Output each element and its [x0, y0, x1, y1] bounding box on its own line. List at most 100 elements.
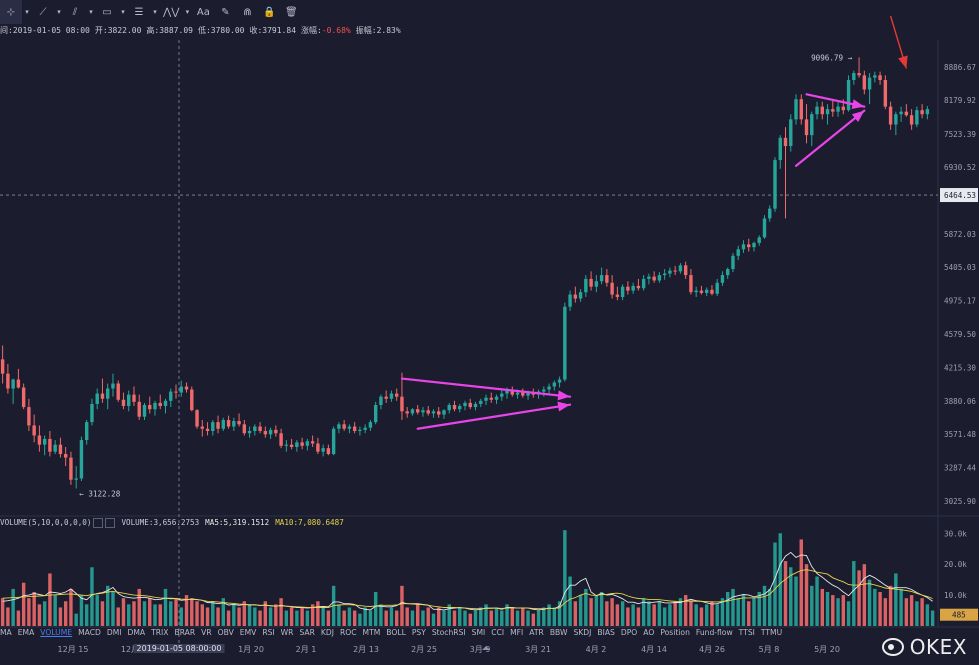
candle — [253, 424, 257, 436]
indicator-tab-emv[interactable]: EMV — [239, 628, 257, 637]
candle-body — [552, 382, 557, 387]
candle-body — [867, 77, 872, 90]
candle-body — [48, 438, 52, 452]
candle — [169, 388, 173, 408]
channel-tool-icon[interactable]: ⫽ — [72, 6, 78, 18]
line-tool-icon[interactable]: ⟋ — [39, 6, 47, 18]
indicator-tab-vr[interactable]: VR — [201, 628, 212, 637]
volume-bar — [899, 588, 903, 626]
indicator-tab-macd[interactable]: MACD — [78, 628, 101, 637]
indicator-tab-atr[interactable]: ATR — [529, 628, 544, 637]
price-tick-label: 3571.48 — [944, 430, 976, 439]
indicator-tab-wr[interactable]: WR — [280, 628, 294, 637]
brush-tool-icon[interactable]: ✎ — [221, 6, 230, 18]
x-tick-label: 4月 26 — [699, 645, 725, 654]
candle-body — [53, 444, 57, 452]
volume-bar — [731, 588, 735, 626]
volume-bar — [447, 604, 451, 626]
indicator-tab-ao[interactable]: AO — [643, 628, 655, 637]
indicator-tab-ttsi[interactable]: TTSI — [738, 628, 755, 637]
indicator-tab-stochrsi[interactable]: StochRSI — [431, 628, 466, 637]
candle — [426, 406, 430, 416]
candle — [437, 407, 441, 418]
indicator-tab-mtm[interactable]: MTM — [362, 628, 381, 637]
indicator-tab-brar[interactable]: BRAR — [174, 628, 196, 637]
indicator-tab-dpo[interactable]: DPO — [620, 628, 638, 637]
ohlc-change-value: -0.68% — [321, 26, 351, 35]
indicator-tab-ma[interactable]: MA — [0, 628, 12, 637]
indicator-tab-bbw[interactable]: BBW — [549, 628, 568, 637]
indicator-tab-sar[interactable]: SAR — [299, 628, 315, 637]
volume-bar — [904, 598, 909, 626]
candle — [221, 417, 226, 431]
indicator-tab-skdj[interactable]: SKDJ — [573, 628, 592, 637]
volume-bar — [925, 604, 930, 626]
indicator-tab-fund-flow[interactable]: Fund-flow — [695, 628, 733, 637]
candle — [247, 426, 252, 438]
indicator-tab-position[interactable]: Position — [660, 628, 690, 637]
candle — [573, 286, 578, 303]
indicator-tab-ema[interactable]: EMA — [17, 628, 35, 637]
close-icon[interactable] — [105, 518, 116, 528]
dropdown-icon[interactable]: ▾ — [153, 8, 157, 16]
candle-body — [804, 119, 809, 136]
rectangle-tool-icon[interactable]: ▭ — [102, 6, 112, 18]
volume-bar — [531, 613, 536, 626]
trash-tool-icon[interactable]: 🗑 — [285, 6, 298, 18]
volume-bar — [169, 601, 173, 626]
indicator-tab-dmi[interactable]: DMI — [106, 628, 122, 637]
candle-body — [862, 75, 867, 90]
indicator-tab-bias[interactable]: BIAS — [597, 628, 615, 637]
candle — [347, 424, 352, 434]
candle — [647, 273, 651, 285]
dropdown-icon[interactable]: ▾ — [185, 8, 190, 16]
indicator-tab-mfi[interactable]: MFI — [510, 628, 524, 637]
indicator-tab-ttmu[interactable]: TTMU — [760, 628, 783, 637]
indicator-tab-trix[interactable]: TRIX — [151, 628, 169, 637]
indicator-tab-boll[interactable]: BOLL — [386, 628, 406, 637]
indicator-tab-volume[interactable]: VOLUME — [40, 628, 73, 637]
dropdown-icon[interactable]: ▾ — [57, 8, 61, 16]
indicator-tab-kdj[interactable]: KDJ — [320, 628, 334, 637]
candle — [190, 386, 194, 412]
text-tool-icon[interactable]: Aa — [196, 6, 210, 18]
candle-body — [557, 379, 562, 383]
lock-tool-icon[interactable]: 🔒 — [263, 6, 276, 18]
candle-body — [783, 137, 788, 147]
volume-bar — [352, 610, 357, 626]
crosshair-tool-icon[interactable]: ⊹ — [0, 0, 22, 24]
candle-body — [316, 443, 320, 452]
dropdown-icon[interactable]: ▾ — [89, 8, 93, 16]
dropdown-icon[interactable]: ▾ — [121, 8, 125, 16]
candle-body — [121, 399, 126, 407]
magnet-tool-icon[interactable]: ⋒ — [243, 6, 252, 18]
pattern-tool-icon[interactable]: ⋀⋁ — [163, 6, 180, 18]
volume-bar — [873, 588, 877, 626]
candle-body — [69, 457, 73, 480]
volume-bar — [810, 585, 814, 626]
indicator-tab-rsi[interactable]: RSI — [262, 628, 275, 637]
volume-bar — [594, 595, 599, 626]
volume-bar — [773, 542, 777, 626]
indicator-tab-obv[interactable]: OBV — [217, 628, 234, 637]
candle — [804, 104, 809, 144]
candle-body — [373, 404, 378, 423]
dropdown-icon[interactable]: ▾ — [25, 8, 29, 16]
indicator-tab-cci[interactable]: CCI — [491, 628, 505, 637]
volume-bar — [557, 601, 562, 626]
volume-bar — [789, 567, 793, 626]
candle — [389, 390, 394, 402]
indicator-tab-roc[interactable]: ROC — [339, 628, 357, 637]
volume-bar — [857, 570, 861, 626]
annotation-arrowhead — [851, 99, 865, 110]
volume-bar — [342, 610, 346, 626]
indicator-tab-smi[interactable]: SMI — [471, 628, 486, 637]
volume-bar — [783, 561, 788, 626]
indicator-tab-psy[interactable]: PSY — [411, 628, 426, 637]
candle — [589, 271, 593, 291]
fib-tool-icon[interactable]: ☰ — [134, 6, 144, 18]
settings-icon[interactable] — [93, 518, 104, 528]
volume-bar — [831, 595, 835, 626]
indicator-tab-dma[interactable]: DMA — [127, 628, 146, 637]
